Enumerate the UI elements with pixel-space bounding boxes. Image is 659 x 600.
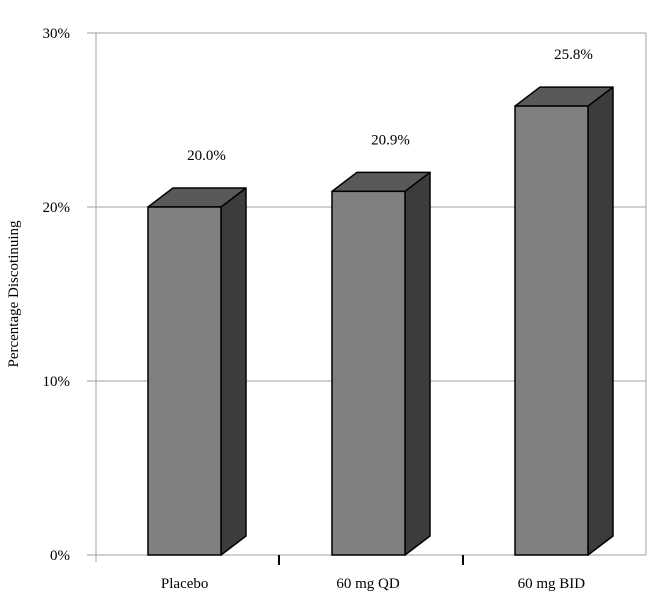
bar-front-face: [514, 105, 589, 556]
bar-value-label: 20.0%: [187, 148, 226, 164]
bar-front-face: [331, 190, 406, 556]
bar-front-face: [147, 206, 222, 556]
y-tick-label: 0%: [50, 548, 70, 564]
bar-60-mg-bid: 25.8%: [514, 47, 614, 556]
y-axis-title: Percentage Discotinuing: [6, 220, 22, 368]
bar-value-label: 20.9%: [371, 132, 410, 148]
x-category-label: 60 mg QD: [336, 576, 400, 592]
y-axis-ticks: 0% 10% 20% 30%: [43, 26, 71, 564]
bar-side-face: [587, 86, 614, 556]
x-category-label: 60 mg BID: [518, 576, 586, 592]
y-tick-label: 30%: [43, 26, 71, 42]
y-tick-label: 20%: [43, 200, 71, 216]
bar-side-face: [404, 171, 431, 556]
x-category-label: Placebo: [161, 576, 208, 592]
bar-side-face: [220, 187, 247, 556]
y-tick-label: 10%: [43, 374, 71, 390]
bar-placebo: 20.0%: [147, 148, 247, 556]
bar-60-mg-qd: 20.9%: [331, 132, 431, 556]
bars: 20.0% 20.9% 25.8%: [147, 47, 614, 556]
x-axis: Placebo 60 mg QD 60 mg BID: [161, 555, 585, 592]
bar-value-label: 25.8%: [554, 47, 593, 63]
